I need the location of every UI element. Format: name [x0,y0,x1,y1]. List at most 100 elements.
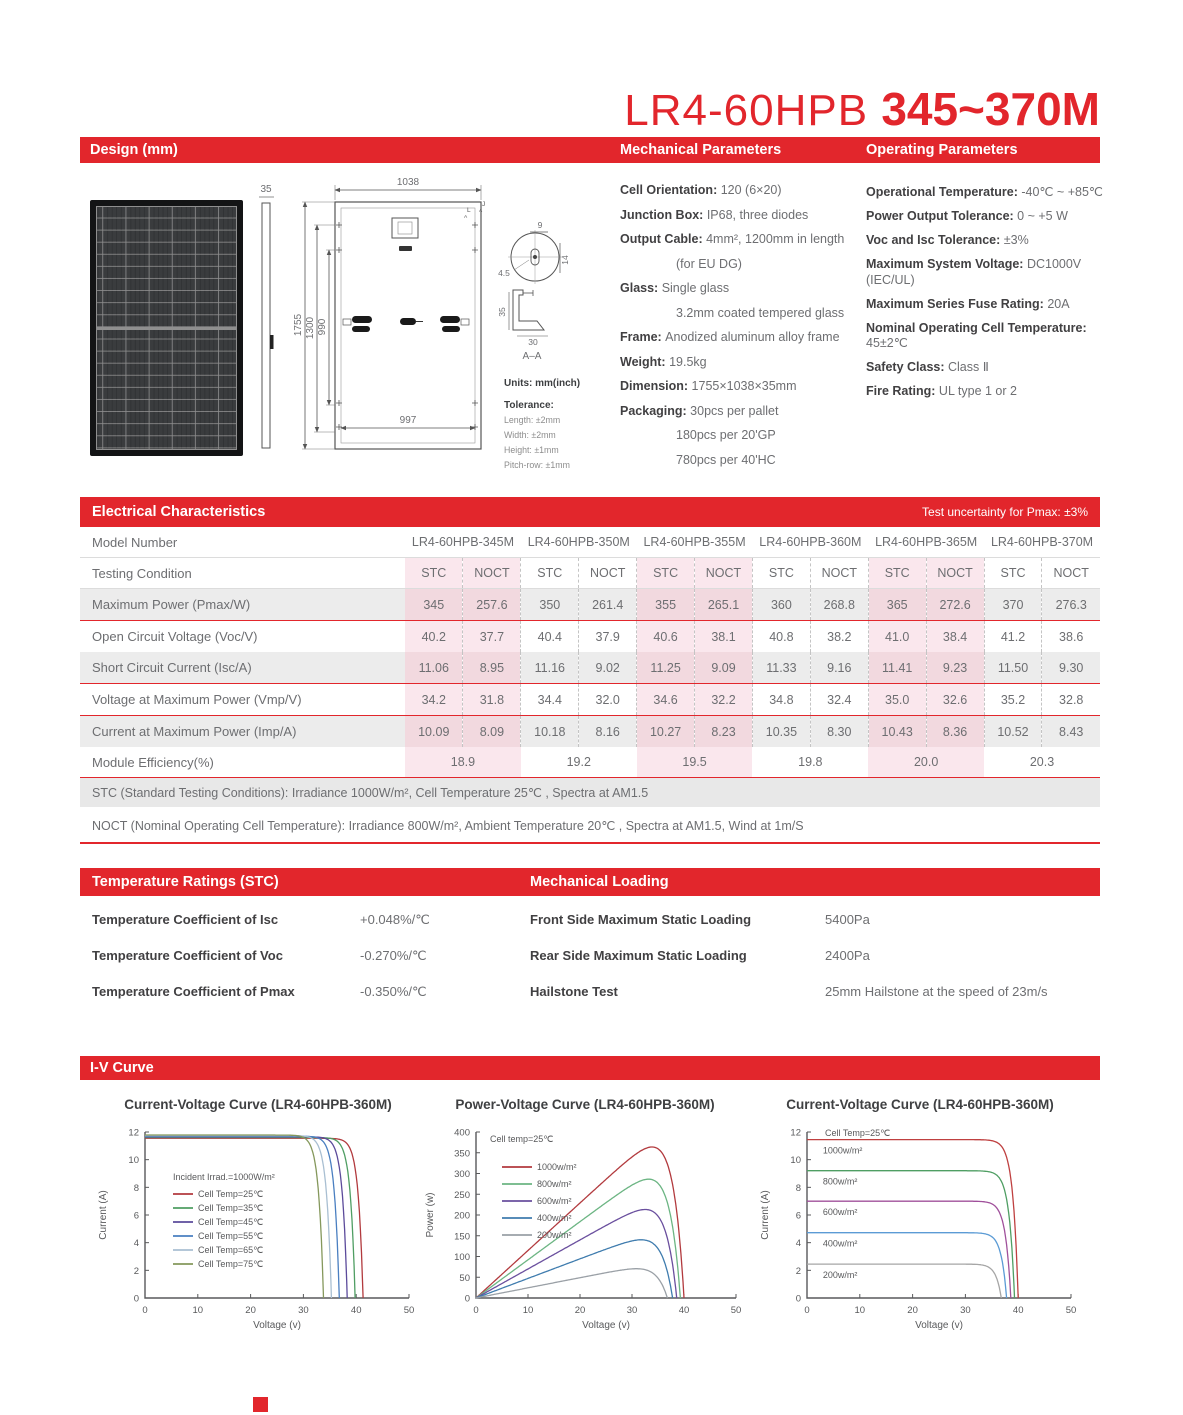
value-cell: 32.2 [694,683,753,716]
value-cell: 40.2 [405,620,463,652]
dim-hole-r: 4.5 [498,268,510,278]
spec-label: Current at Maximum Power (Imp/A) [80,715,406,747]
param-line: Voc and Isc Tolerance: ±3% [866,233,1029,247]
page-title: LR4-60HPB 345~370M [624,82,1100,136]
param-line: 180pcs per 20'GP [676,428,776,442]
value-cell: 8.16 [578,715,637,747]
value-cell: 276.3 [1041,588,1100,621]
curve-800w/m² [475,1178,682,1299]
mounting-hole-detail: 9 14 4.5 [498,220,570,284]
model-name: LR4-60HPB-370M [984,527,1100,558]
param-line: Cell Orientation: 120 (6×20) [620,183,782,197]
x-tick-label: 20 [245,1305,256,1316]
y-tick-label: 250 [454,1190,470,1201]
chart3-title: Current-Voltage Curve (LR4-60HPB-360M) [786,1097,1054,1112]
y-tick-label: 400 [454,1128,470,1139]
condition-cell: NOCT [925,557,985,589]
table-row-efficiency: Module Efficiency(%) 18.9 19.2 19.5 19.8 20.0… [80,747,1100,778]
x-tick-label: 50 [1066,1305,1077,1316]
efficiency-cell: 19.8 [798,755,823,769]
y-tick-label: 12 [128,1128,139,1139]
stc-note: STC (Standard Testing Conditions): Irrad… [80,777,1100,809]
inline-series-label: 800w/m² [823,1177,858,1187]
tolerance-height: Height: ±1mm [504,445,559,455]
value-cell: 40.6 [636,620,695,652]
table-row: Current at Maximum Power (Imp/A) 10.09 8.0… [80,715,1100,747]
y-tick-label: 150 [454,1231,470,1242]
spec-label: Maximum Power (Pmax/W) [80,588,406,621]
tolerance-pitch: Pitch-row: ±1mm [504,460,570,470]
y-tick-label: 10 [790,1155,801,1166]
x-tick-label: 10 [855,1305,866,1316]
param-line: Weight: 19.5kg [620,354,707,369]
value-cell: 11.25 [636,652,695,684]
value-cell: 10.35 [751,715,811,747]
footer-logo-mark [253,1397,268,1412]
chart2-title: Power-Voltage Curve (LR4-60HPB-360M) [455,1097,715,1112]
x-tick-label: 40 [351,1305,362,1316]
dim-inner1: 1300 [305,316,316,339]
x-axis-label: Voltage (v) [915,1320,963,1331]
value-cell: 11.33 [751,652,811,684]
iv-section-title: I-V Curve [90,1060,154,1076]
legend-entry: Cell Temp=55℃ [198,1231,263,1241]
param-line: Nominal Operating Cell Temperature: 45±2… [866,320,1087,351]
model-name: LR4-60HPB-350M [520,527,637,558]
efficiency-cell: 20.3 [1029,755,1055,769]
operating-parameters-list: Operational Temperature: -40℃ ~ +85℃ Powe… [866,185,1106,408]
table-row-noct-note: NOCT (Nominal Operating Cell Temperature… [80,808,1100,844]
param-line: Fire Rating: UL type 1 or 2 [866,384,1017,398]
efficiency-cell: 19.2 [566,755,591,769]
value-cell: 8.23 [694,715,753,747]
efficiency-cell: 19.5 [636,747,753,778]
value-cell: 365 [867,588,927,621]
spec-label: Open Circuit Voltage (Voc/V) [92,629,258,644]
value-cell: 38.4 [925,620,985,652]
chart-annotation: Cell Temp=25℃ [825,1128,890,1138]
value-cell: 34.2 [405,683,463,716]
y-tick-label: 6 [134,1211,139,1222]
iv-curve-banner: I-V Curve [80,1056,1100,1080]
y-tick-label: 0 [134,1294,139,1305]
value-cell: 11.50 [983,652,1042,684]
condition-cell: STC [867,557,927,589]
cut-label-j: J [482,201,485,208]
curve-200w/m² [475,1268,669,1299]
table-row: Voltage at Maximum Power (Vmp/V) 34.2 31.8… [80,683,1100,716]
y-tick-label: 8 [134,1183,139,1194]
condition-cell: STC [983,557,1042,589]
dim-width-bottom: 997 [400,415,417,426]
value-cell: 10.52 [983,715,1042,747]
temperature-loading-banner: Temperature Ratings (STC) Mechanical Loa… [80,868,1100,896]
condition-cell: NOCT [1041,557,1100,589]
curve-600w/m² [807,1200,1012,1299]
y-tick-label: 200 [454,1211,470,1222]
value-cell: 34.8 [751,683,811,716]
value-cell: 32.0 [578,683,637,716]
value-cell: 41.0 [867,620,927,652]
y-axis-label: Current (A) [760,1190,771,1239]
x-tick-label: 10 [523,1305,534,1316]
spec-label: Module Efficiency(%) [92,754,214,770]
tolerance-width: Width: ±2mm [504,430,556,440]
value-cell: 10.18 [520,715,579,747]
spec-row: Temperature Coefficient of Isc +0.048%/℃ [92,912,430,927]
x-tick-label: 40 [679,1305,690,1316]
dim-thickness: 35 [260,184,272,195]
mechanical-loading-list: Front Side Maximum Static Loading 5400Pa R… [530,912,1100,1020]
design-diagram: 35 L A J A [90,177,580,470]
current-voltage-chart-irradiance: 0 10 20 30 40 50 0 2 4 6 8 10 12 Voltage (v) Current (… [760,1128,1077,1332]
condition-cell: NOCT [578,557,637,589]
value-cell: 38.2 [809,620,869,652]
param-line: Maximum System Voltage: DC1000V (IEC/UL) [866,257,1082,287]
legend-entry: Cell Temp=75℃ [198,1259,263,1269]
value-cell: 40.4 [520,620,579,652]
value-cell: 350 [520,588,579,621]
table-row: Maximum Power (Pmax/W) 345 257.6 350 261.4 35… [80,588,1100,621]
curve-200w/m² [807,1263,1002,1299]
x-tick-label: 20 [907,1305,918,1316]
legend-entry: Cell Temp=35℃ [198,1203,263,1213]
x-tick-label: 30 [960,1305,971,1316]
dim-inner2: 990 [317,318,328,335]
spec-label: Short Circuit Current (Isc/A) [80,652,406,684]
